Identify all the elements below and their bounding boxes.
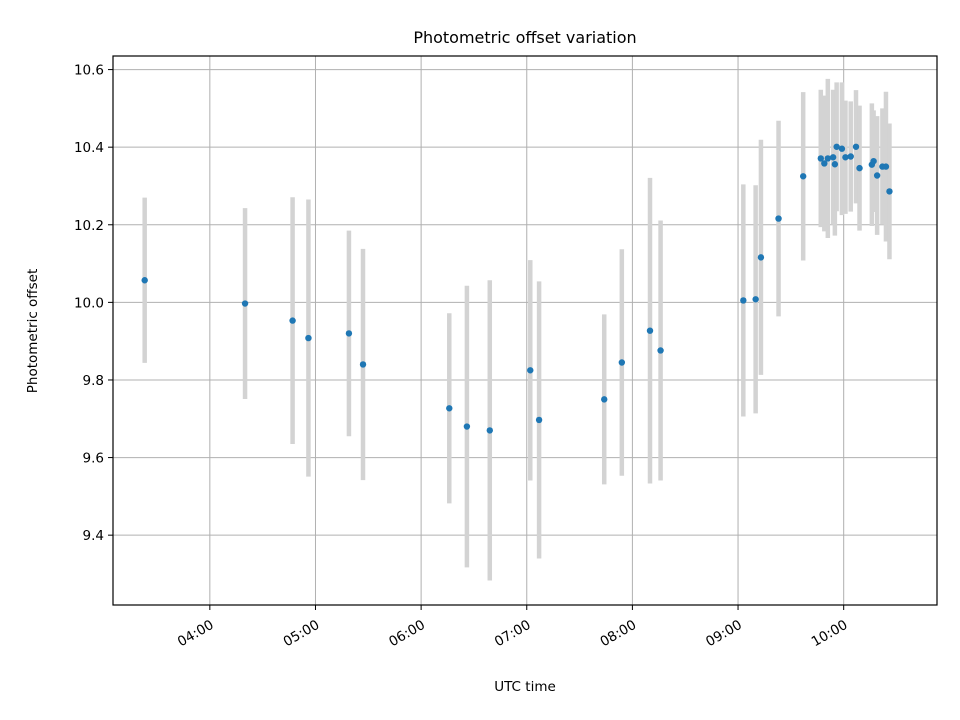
data-point [775, 215, 782, 222]
data-point [824, 155, 832, 162]
x-axis-label: UTC time [494, 679, 556, 695]
data-point [821, 160, 828, 167]
data-points [141, 143, 893, 434]
plot-area [113, 56, 937, 605]
plot-frame [112, 55, 938, 606]
data-point [852, 143, 860, 150]
data-point [833, 143, 840, 150]
data-point [886, 188, 893, 195]
data-point [831, 161, 839, 168]
data-point [463, 423, 471, 430]
data-point [345, 330, 353, 337]
data-point [486, 427, 493, 434]
data-point [799, 173, 807, 180]
y-tick-label: 9.6 [83, 451, 104, 467]
data-point [305, 334, 312, 342]
data-point [740, 297, 747, 304]
data-point [856, 164, 863, 172]
data-point [601, 396, 608, 403]
y-tick-label: 10.2 [74, 218, 104, 234]
data-point [646, 327, 654, 334]
data-point [535, 416, 543, 424]
data-point [527, 367, 534, 374]
y-tick-label: 9.4 [83, 528, 104, 544]
data-point [817, 155, 824, 162]
data-point [241, 300, 249, 307]
data-point [838, 145, 846, 152]
data-point [882, 163, 890, 170]
data-point [873, 172, 881, 179]
data-point [757, 254, 765, 261]
data-point [289, 317, 296, 324]
data-point [618, 359, 626, 366]
data-point [446, 405, 453, 412]
data-point [829, 154, 837, 161]
y-tick-label: 10.4 [74, 140, 104, 156]
y-tick-label: 10.0 [74, 295, 104, 311]
chart-title: Photometric offset variation [413, 28, 636, 47]
data-point [141, 277, 148, 284]
data-point [359, 361, 367, 368]
y-axis-label: Photometric offset [25, 269, 41, 393]
y-tick-label: 9.8 [83, 373, 104, 389]
data-point [847, 153, 854, 160]
y-axis-ticks: 9.4 9.6 9.8 10.0 10.2 10.4 10.6 [74, 63, 113, 544]
data-point [752, 296, 759, 303]
data-point [870, 157, 877, 165]
y-gridlines [113, 69, 937, 536]
data-point [842, 154, 849, 161]
data-point [657, 347, 664, 354]
y-tick-label: 10.6 [74, 63, 104, 79]
